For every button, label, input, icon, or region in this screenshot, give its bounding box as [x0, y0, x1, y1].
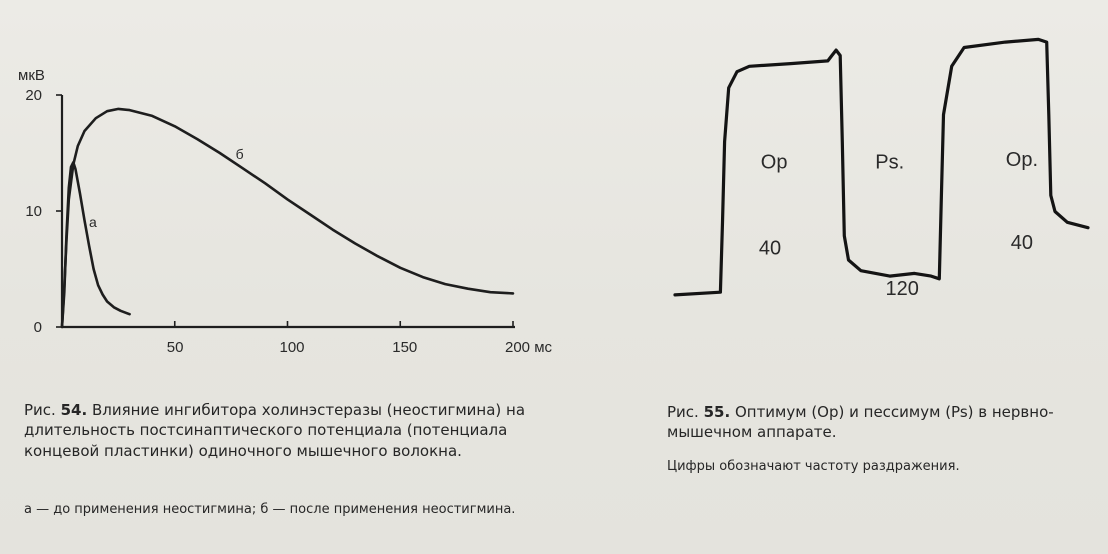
- fig54-y-tick-label: 10: [25, 203, 42, 220]
- fig54-labels: 0 10 20 50 100 150 200 мс мкВ а б: [18, 67, 553, 356]
- fig55-caption: Рис. 55. Оптимум (Ор) и пессимум (Ps) в …: [667, 402, 1097, 443]
- fig54-series: [60, 107, 515, 329]
- fig54-axes: [56, 94, 515, 329]
- fig55-annotation: 40: [759, 238, 781, 260]
- fig54-caption: Рис. 54. Влияние ингибитора холинэстераз…: [24, 400, 564, 461]
- fig54-y-tick-label: 0: [34, 319, 42, 336]
- fig54-y-unit-label: мкВ: [18, 67, 45, 84]
- fig55-annotation: Ор.: [1006, 149, 1038, 171]
- fig55-annotation: Ор: [761, 152, 788, 174]
- fig55-contraction-trace: [673, 37, 1090, 297]
- fig54-caption-text: Влияние ингибитора холинэстеразы (неости…: [24, 401, 526, 460]
- fig55-annotation: 40: [1011, 232, 1033, 254]
- fig55-annotation: 120: [885, 278, 918, 300]
- fig54-x-tick-label: 200 мс: [505, 339, 553, 356]
- fig54-y-tick-label: 20: [25, 87, 42, 104]
- fig55-series: [673, 37, 1090, 297]
- fig54-caption-number: 54.: [60, 401, 88, 419]
- fig54-x-tick-label: 150: [392, 339, 417, 356]
- fig55-caption-number: 55.: [703, 403, 731, 421]
- fig55-caption-lead: Рис.: [667, 403, 699, 421]
- fig54-series-label: а: [89, 214, 97, 230]
- fig54-x-tick-label: 100: [280, 339, 305, 356]
- fig54-series-label: б: [236, 146, 244, 162]
- fig54-series-b-line: [60, 107, 515, 329]
- fig55-caption-note: Цифры обозначают частоту раздражения.: [667, 459, 960, 474]
- fig54-caption-lead: Рис.: [24, 401, 56, 419]
- fig55-labels: Ор 40 Ps. 120 Ор. 40: [759, 149, 1038, 300]
- fig55-caption-text: Оптимум (Ор) и пессимум (Ps) в нервно-мы…: [667, 403, 1054, 442]
- fig54-caption-note: а — до применения неостигмина; б — после…: [24, 502, 516, 517]
- fig55-annotation: Ps.: [875, 152, 904, 174]
- fig54-x-tick-label: 50: [167, 339, 184, 356]
